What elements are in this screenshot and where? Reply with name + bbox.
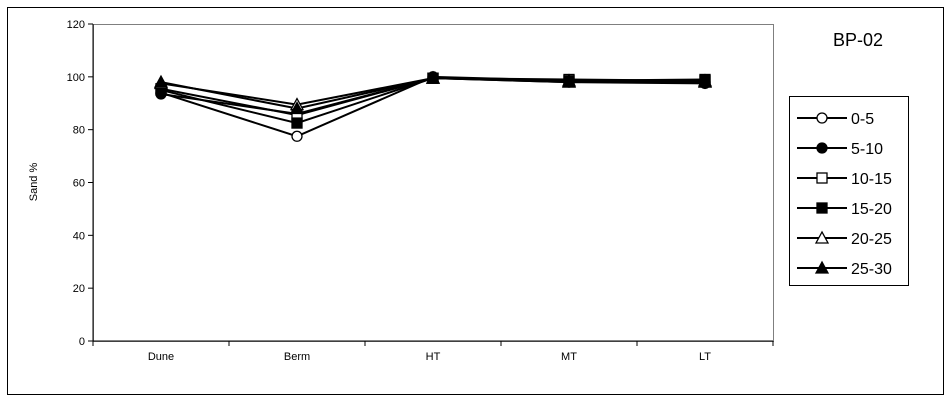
y-axis-title: Sand % <box>28 163 40 202</box>
data-point-25-30-MT <box>561 73 577 87</box>
outer-frame <box>7 7 944 395</box>
chart-title: BP-02 <box>833 30 883 50</box>
legend-box <box>789 96 909 286</box>
legend-marker-0-5 <box>816 112 828 124</box>
legend-label-5-10: 5-10 <box>851 141 883 158</box>
legend-label-0-5: 0-5 <box>851 111 874 128</box>
y-tick-label: 0 <box>79 336 85 348</box>
legend-label-15-20: 15-20 <box>851 201 892 218</box>
data-point-25-30-LT <box>697 74 713 88</box>
data-point-15-20-Berm <box>291 117 303 129</box>
data-point-25-30-HT <box>425 70 441 84</box>
legend-label-20-25: 20-25 <box>851 231 892 248</box>
x-tick-label: Dune <box>148 351 174 363</box>
legend-marker-5-10 <box>816 142 828 154</box>
legend-marker-20-25 <box>814 230 830 244</box>
y-tick-label: 60 <box>73 178 85 190</box>
legend-marker-15-20 <box>816 202 828 214</box>
y-tick-label: 120 <box>67 19 85 31</box>
legend-marker-25-30 <box>814 260 830 274</box>
x-tick-label: HT <box>426 351 441 363</box>
y-tick-label: 20 <box>73 283 85 295</box>
series-markers <box>153 70 713 142</box>
series-line-15-20 <box>160 77 706 125</box>
legend: 0-5 5-10 10-15 15-20 20-25 25-30 <box>789 96 909 286</box>
legend-label-25-30: 25-30 <box>851 261 892 278</box>
legend-marker-10-15 <box>816 172 828 184</box>
data-point-25-30-Berm <box>289 101 305 115</box>
y-tick-label: 100 <box>67 72 85 84</box>
axes: 0 20 40 60 80 100 120 Dune Berm HT MT LT <box>67 19 774 363</box>
series-lines <box>160 75 706 138</box>
data-point-25-30-Dune <box>153 74 169 88</box>
y-tick-label: 80 <box>73 125 85 137</box>
x-tick-label: MT <box>561 351 577 363</box>
y-tick-label: 40 <box>73 230 85 242</box>
x-tick-label: LT <box>699 351 711 363</box>
legend-label-10-15: 10-15 <box>851 171 892 188</box>
data-point-0-5-Berm <box>291 130 303 142</box>
x-tick-label: Berm <box>284 351 310 363</box>
